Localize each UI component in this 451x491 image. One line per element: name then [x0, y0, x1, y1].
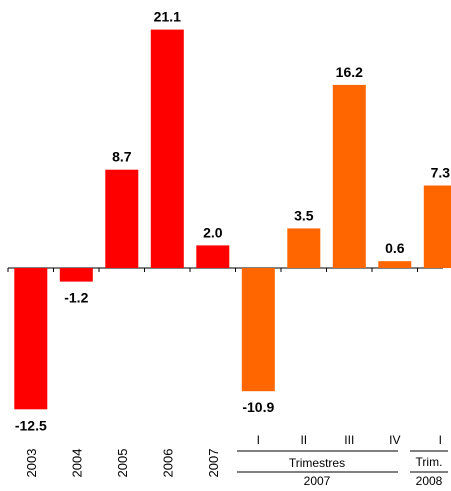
bar-9 [378, 261, 412, 268]
value-label-4: 21.1 [154, 9, 181, 25]
value-label-1: -12.5 [15, 417, 47, 433]
category-label-10: I [439, 433, 442, 447]
category-label-7: II [300, 433, 307, 447]
category-label-6: I [257, 433, 260, 447]
bar-1 [14, 268, 48, 410]
bar-7 [287, 228, 321, 268]
bar-10 [423, 185, 451, 268]
category-label-2: 2004 [69, 449, 84, 478]
bar-4 [150, 29, 184, 268]
value-label-10: 7.3 [431, 165, 451, 181]
category-label-5: 2007 [206, 449, 221, 478]
bar-8 [332, 84, 366, 269]
bar-3 [105, 169, 139, 268]
value-label-5: 2.0 [203, 224, 223, 240]
value-label-9: 0.6 [385, 240, 405, 256]
bar-5 [196, 245, 230, 268]
value-label-2: -1.2 [64, 290, 88, 306]
trim-label: Trim. [416, 455, 443, 469]
category-label-8: III [344, 433, 354, 447]
bar-6 [241, 268, 275, 392]
category-label-9: IV [389, 433, 400, 447]
axis-ticks [7, 268, 418, 272]
value-label-6: -10.9 [242, 399, 274, 415]
value-labels: -12.5 -1.2 8.7 21.1 2.0 -10.9 3.5 16.2 0.6 7.3 [15, 9, 450, 434]
trimestres-label: Trimestres [289, 456, 345, 470]
category-label-3: 2005 [115, 449, 130, 478]
bar-2 [59, 268, 93, 282]
value-label-8: 16.2 [336, 64, 363, 80]
category-label-1: 2003 [24, 449, 39, 478]
year-2007-label: 2007 [304, 474, 331, 488]
value-label-3: 8.7 [112, 149, 132, 165]
year-2008-label: 2008 [416, 474, 443, 488]
value-label-7: 3.5 [294, 207, 314, 223]
category-label-4: 2006 [160, 449, 175, 478]
bars [14, 29, 451, 410]
